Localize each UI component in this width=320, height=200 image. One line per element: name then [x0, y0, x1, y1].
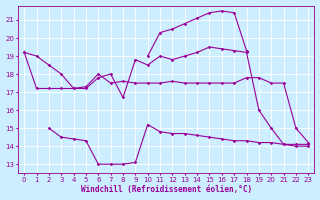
X-axis label: Windchill (Refroidissement éolien,°C): Windchill (Refroidissement éolien,°C) [81, 185, 252, 194]
